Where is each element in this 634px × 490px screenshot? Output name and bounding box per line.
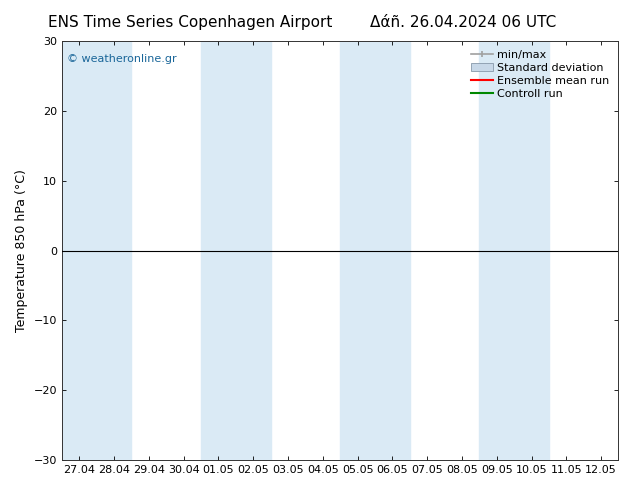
Bar	[62, 41, 131, 460]
Bar	[201, 41, 271, 460]
Legend: min/max, Standard deviation, Ensemble mean run, Controll run: min/max, Standard deviation, Ensemble me…	[467, 47, 613, 102]
Bar	[340, 41, 410, 460]
Y-axis label: Temperature 850 hPa (°C): Temperature 850 hPa (°C)	[15, 169, 28, 332]
Text: ENS Time Series Copenhagen Airport: ENS Time Series Copenhagen Airport	[48, 15, 332, 30]
Bar	[479, 41, 549, 460]
Text: Δάñ. 26.04.2024 06 UTC: Δάñ. 26.04.2024 06 UTC	[370, 15, 556, 30]
Text: © weatheronline.gr: © weatheronline.gr	[67, 53, 177, 64]
